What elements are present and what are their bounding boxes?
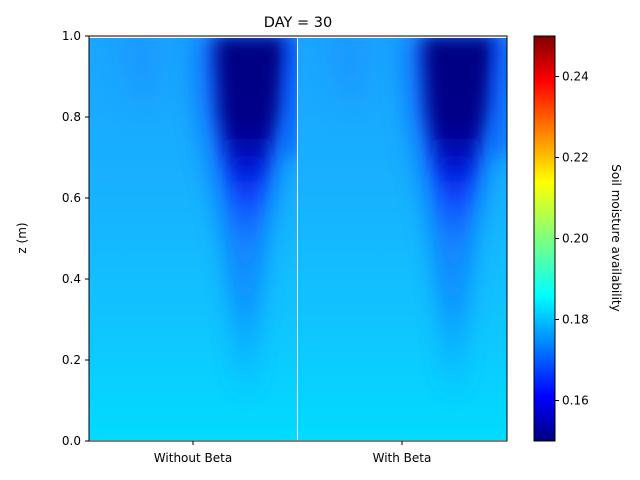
x-tick-label-with-beta: With Beta: [373, 451, 432, 465]
colorbar-tick-label: 0.16: [562, 394, 589, 408]
y-tick-label: 0.4: [62, 272, 81, 286]
y-tick-label: 0.2: [62, 353, 81, 367]
chart-title: DAY = 30: [264, 15, 332, 31]
colorbar-fill: [534, 36, 555, 441]
colorbar-tick-label: 0.22: [562, 151, 589, 165]
colorbar-label: Soil moisture availability: [609, 164, 623, 312]
y-tick-label: 0.0: [62, 434, 81, 448]
colorbar-tick-label: 0.24: [562, 70, 589, 84]
y-axis: 0.0 0.2 0.4 0.6 0.8 1.0: [62, 29, 89, 448]
dry-core: [214, 38, 287, 300]
x-tick-label-without-beta: Without Beta: [154, 451, 232, 465]
y-tick-label: 0.8: [62, 110, 81, 124]
right-edge-band: [494, 38, 507, 156]
plot-frame: [88, 35, 508, 442]
right-edge-band: [285, 38, 297, 156]
heatmap-panel-without-beta: [89, 38, 297, 440]
y-tick-label: 1.0: [62, 29, 81, 43]
dry-core: [422, 38, 496, 300]
x-axis: Without Beta With Beta: [154, 441, 432, 465]
colorbar-tick-label: 0.20: [562, 232, 589, 246]
colorbar-tick-label: 0.18: [562, 313, 589, 327]
secondary-dry-band: [120, 38, 160, 110]
heatmap-panel-with-beta: [298, 38, 507, 440]
y-tick-label: 0.6: [62, 191, 81, 205]
colorbar: 0.16 0.18 0.20 0.22 0.24 Soil moisture avail…: [533, 35, 623, 442]
colorbar-ticks: 0.16 0.18 0.20 0.22 0.24: [555, 70, 589, 408]
secondary-dry-band: [328, 38, 368, 110]
y-axis-label: z (m): [15, 222, 29, 253]
